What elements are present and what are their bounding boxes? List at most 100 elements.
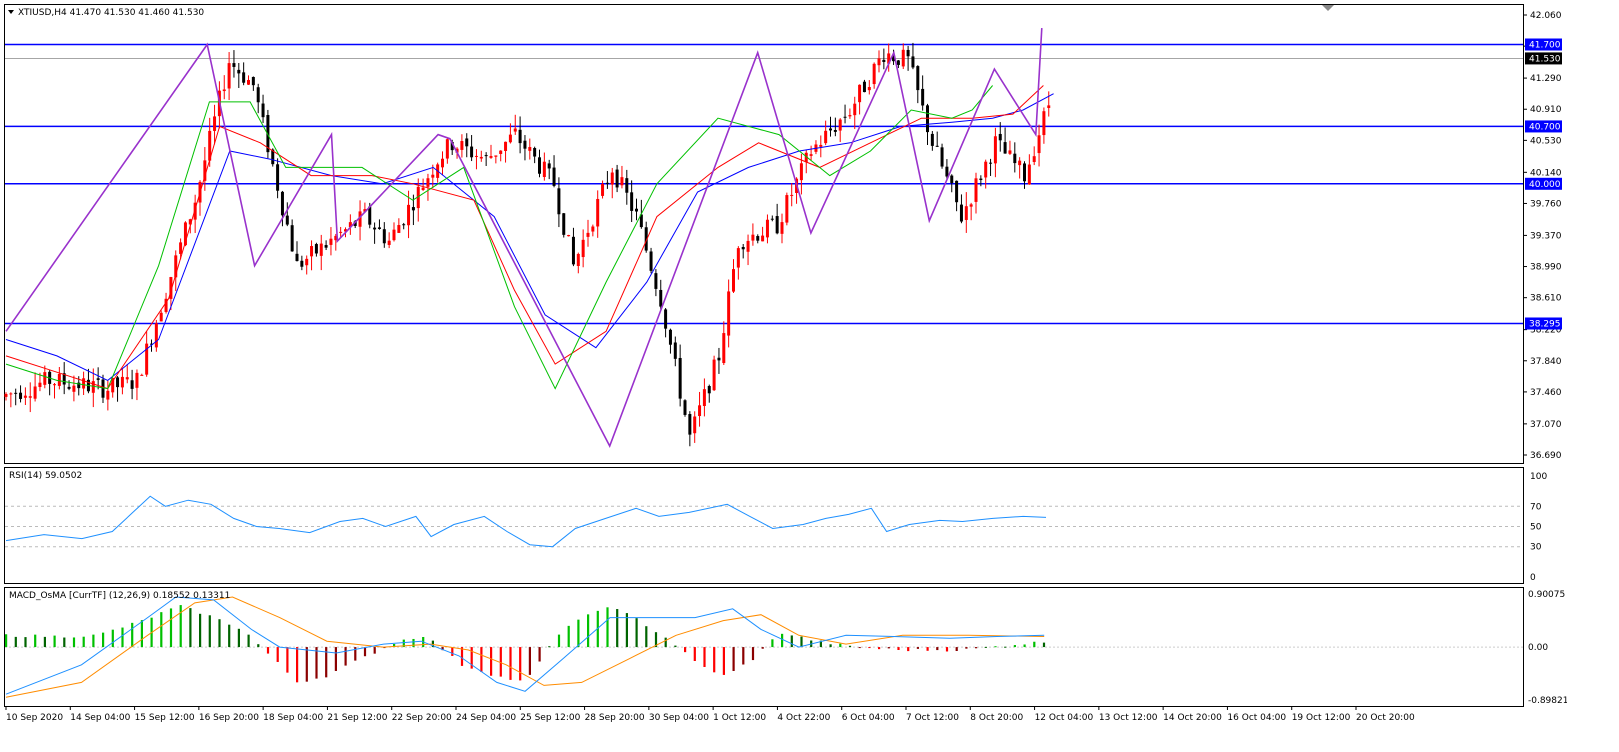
macd-histogram-bar (169, 608, 173, 648)
macd-histogram-bar (926, 647, 929, 651)
candle-body (867, 87, 871, 91)
candle-body (314, 244, 318, 254)
candle-body (227, 63, 231, 89)
candle-body (576, 253, 580, 266)
candle (547, 159, 551, 180)
rsi-panel[interactable] (4, 467, 1524, 584)
candle (334, 233, 338, 251)
candle (222, 75, 226, 100)
macd-histogram-bar (325, 647, 328, 678)
chart-shift-marker-icon[interactable] (1322, 5, 1334, 11)
candle-body (533, 148, 537, 157)
collapse-triangle-icon[interactable] (8, 10, 14, 14)
macd-histogram-bar (441, 647, 444, 651)
macd-histogram-bar (63, 637, 66, 648)
candle-body (649, 251, 653, 271)
candle-body (280, 191, 284, 216)
candle-body (348, 222, 352, 228)
macd-panel[interactable] (4, 587, 1524, 707)
level-price-tag (1525, 177, 1562, 190)
y-tick-label: 38.990 (1530, 263, 1562, 273)
candle-body (368, 206, 372, 225)
candle (775, 203, 779, 235)
x-tick-label: 13 Oct 12:00 (1099, 713, 1158, 723)
macd-histogram-bar (247, 634, 250, 648)
candle-body (329, 238, 333, 245)
macd-histogram-bar (557, 634, 561, 648)
candle (154, 319, 158, 352)
macd-histogram-bar (199, 613, 202, 648)
y-tick-label: 38.220 (1530, 326, 1562, 336)
candle (586, 219, 590, 247)
current-price-tag-label: 41.530 (1529, 54, 1561, 64)
candle (664, 308, 668, 338)
candle (673, 336, 677, 367)
macd-histogram-bar (276, 647, 279, 662)
macd-histogram-bar (315, 647, 318, 679)
candle (33, 372, 37, 402)
y-tick-label: 37.070 (1530, 420, 1562, 430)
trading-chart[interactable]: 42.06041.68041.29040.91040.53040.14039.7… (0, 0, 1567, 727)
candle-body (989, 162, 993, 164)
candle (484, 152, 488, 166)
candle-body (392, 229, 396, 241)
candle (838, 118, 842, 143)
candle (901, 43, 905, 70)
macd-tick-label: 0.90075 (1528, 590, 1565, 600)
candle (722, 321, 726, 366)
candle (504, 141, 508, 163)
candle-body (785, 195, 789, 223)
candle (174, 250, 178, 292)
macd-histogram-bar (131, 622, 134, 648)
candle (591, 224, 595, 237)
candle (964, 192, 968, 233)
macd-histogram-bar (703, 647, 706, 667)
x-tick-label: 14 Oct 20:00 (1163, 713, 1222, 723)
candle-body (1042, 111, 1046, 136)
candle (702, 378, 706, 417)
candle-body (678, 357, 682, 399)
x-tick-label: 16 Sep 20:00 (199, 713, 259, 723)
candle (799, 153, 803, 195)
candle-body (164, 298, 168, 312)
candle-body (596, 198, 600, 227)
ma-mid-line (5, 85, 1044, 390)
x-tick-label: 24 Sep 04:00 (456, 713, 516, 723)
candle-body (305, 258, 309, 266)
candle-body (179, 242, 183, 254)
candle (576, 252, 580, 274)
candle (232, 50, 236, 78)
macd-histogram-bar (625, 613, 628, 648)
candle-body (300, 260, 304, 267)
candle-body (508, 134, 512, 143)
candle (460, 134, 464, 158)
candle (945, 159, 949, 180)
candle-body (1032, 156, 1036, 162)
candle-body (489, 156, 493, 158)
candle (256, 83, 260, 114)
macd-histogram-bar (790, 635, 793, 648)
candle (407, 190, 411, 239)
macd-histogram-bar (363, 647, 367, 657)
candle (470, 135, 474, 162)
macd-histogram-bar (92, 634, 95, 648)
macd-histogram-bar (751, 647, 755, 661)
macd-histogram-bar (965, 647, 968, 649)
macd-histogram-bar (160, 612, 163, 648)
candle (247, 75, 250, 86)
macd-histogram-bar (305, 647, 308, 682)
x-tick-label: 10 Sep 2020 (6, 713, 63, 723)
level-price-tag-label: 40.000 (1529, 180, 1561, 190)
price-panel[interactable] (4, 4, 1524, 464)
candle-body (926, 105, 929, 133)
candle (974, 172, 978, 214)
candle (887, 43, 891, 72)
candle-body (940, 147, 944, 167)
candle-body (683, 400, 687, 415)
candle-body (237, 69, 241, 74)
candle-body (601, 183, 605, 196)
macd-histogram-bar (43, 636, 46, 648)
candle-body (1023, 163, 1026, 182)
candle (756, 234, 760, 244)
candle-body (387, 240, 391, 245)
